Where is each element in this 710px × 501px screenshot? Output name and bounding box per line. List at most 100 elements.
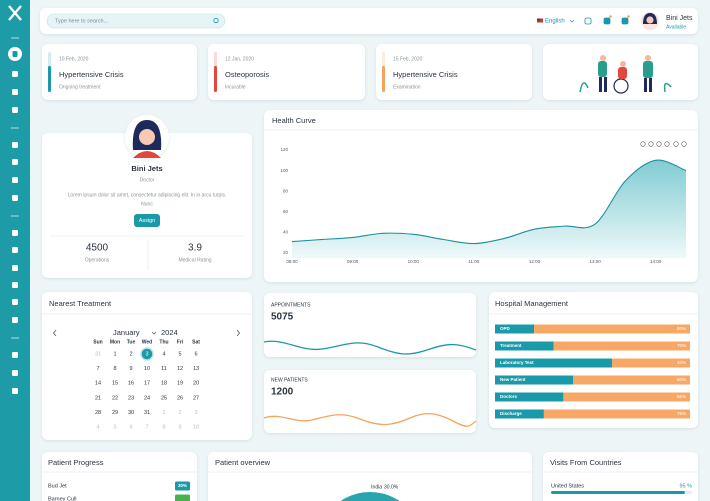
calendar-day[interactable]: 24 [144,395,150,401]
calendar-day[interactable]: 31 [95,351,101,357]
sidebar-icon[interactable] [12,195,18,201]
pie-category: India [371,484,382,490]
calendar-day[interactable]: 23 [128,395,134,401]
calendar-day[interactable]: 22 [112,395,118,401]
alert-title: Osteoporosis [225,70,269,79]
sparkline [263,412,477,427]
search-input[interactable] [46,13,226,29]
sidebar-icon[interactable] [12,370,18,376]
assign-button-label[interactable]: Assign [139,218,156,224]
calendar-day[interactable]: 2 [178,410,181,416]
calendar-year[interactable]: 2024 [161,328,178,337]
calendar-day[interactable]: 29 [112,410,118,416]
illustration [644,78,647,92]
chart-toolbar-icon[interactable] [656,141,662,147]
calendar-day[interactable]: 2 [129,351,132,357]
chart-toolbar-icon[interactable] [673,141,679,147]
user-name: Bini Jets [666,15,693,22]
profile-card [42,133,252,278]
calendar-prev[interactable] [52,329,57,337]
chart-toolbar-icon[interactable] [648,141,654,147]
calendar-day[interactable]: 8 [113,366,116,372]
calendar-day[interactable]: 26 [177,395,183,401]
alert-date: 10 Feb, 2020 [59,56,89,62]
x-tick-label: 11:00 [468,259,479,264]
pie-value-label: 30.0% [384,484,399,490]
calendar-day[interactable]: 31 [144,410,150,416]
stat-value: 1200 [271,387,294,398]
stat-label: APPOINTMENTS [271,302,311,308]
sidebar-icon[interactable] [12,177,18,183]
sparkline [263,340,477,355]
search-icon[interactable] [213,17,219,24]
assign-button[interactable] [134,214,160,227]
calendar-day[interactable]: 9 [129,366,132,372]
y-tick-label: 60 [283,209,289,214]
calendar-day[interactable]: 3 [194,410,197,416]
calendar-month[interactable]: January [113,328,140,337]
sidebar-icon-glyph [12,51,18,57]
calendar-day[interactable]: 14 [95,381,101,387]
calendar-day[interactable]: 20 [193,381,199,387]
calendar-day[interactable]: 7 [96,366,99,372]
illustration [600,55,606,61]
search-placeholder[interactable]: Type here to search... [55,18,109,24]
calendar-day[interactable]: 16 [128,381,134,387]
calendar-day[interactable]: 25 [161,395,167,401]
calendar-next[interactable] [236,329,241,337]
topbar-icon[interactable] [621,17,629,25]
bar-value-label: 75% [677,411,686,416]
calendar-day[interactable]: 5 [113,424,116,430]
calendar-day[interactable]: 1 [113,351,116,357]
x-tick-label: 14:00 [650,259,662,264]
sidebar-icon[interactable] [12,299,18,305]
calendar-day[interactable]: 4 [162,351,165,357]
sidebar-icon[interactable] [12,230,18,236]
calendar-day[interactable]: 9 [178,424,181,430]
sidebar-icon[interactable] [12,89,18,95]
sidebar-icon[interactable] [12,71,18,77]
sidebar-icon[interactable] [12,317,18,323]
calendar-day[interactable]: 6 [129,424,132,430]
weekday: Fri [177,339,184,345]
sidebar-icon[interactable] [12,388,18,394]
calendar-day[interactable]: 1 [162,410,165,416]
topbar-icon[interactable] [584,17,592,25]
calendar-day[interactable]: 13 [193,366,199,372]
x-tick-label: 10:00 [408,259,420,264]
calendar-day[interactable]: 19 [177,381,183,387]
calendar-day[interactable]: 12 [177,366,183,372]
sidebar-icon[interactable] [12,107,18,113]
calendar-day[interactable]: 27 [193,395,199,401]
chart-toolbar-icon[interactable] [681,141,687,147]
calendar-day[interactable]: 10 [193,424,199,430]
language-selector[interactable]: English [545,19,565,25]
calendar-day[interactable]: 15 [112,381,118,387]
topbar-icon[interactable] [603,17,611,25]
sidebar-icon[interactable] [12,159,18,165]
calendar-day[interactable]: 5 [178,351,181,357]
y-tick-label: 80 [283,188,289,193]
calendar-day[interactable]: 8 [162,424,165,430]
calendar-day[interactable]: 17 [144,381,150,387]
chart-toolbar-icon[interactable] [640,141,646,147]
sidebar-icon[interactable] [12,265,18,271]
sidebar-icon[interactable] [12,352,18,358]
calendar-day[interactable]: 6 [194,351,197,357]
bar-value-label: 65% [677,394,686,399]
calendar-day[interactable]: 30 [128,410,134,416]
calendar-day[interactable]: 11 [161,366,167,372]
calendar-day[interactable]: 3 [145,351,148,357]
calendar-day[interactable]: 7 [145,424,148,430]
sidebar-icon[interactable] [12,282,18,288]
calendar-day[interactable]: 18 [161,381,167,387]
chart-toolbar-icon[interactable] [664,141,670,147]
calendar-day[interactable]: 10 [144,366,150,372]
sidebar-icon[interactable] [12,142,18,148]
calendar-day[interactable]: 4 [96,424,99,430]
calendar-day[interactable]: 21 [95,395,101,401]
calendar-day[interactable]: 28 [95,410,101,416]
sidebar-icon[interactable] [12,247,18,253]
weekday: Sun [93,339,102,345]
